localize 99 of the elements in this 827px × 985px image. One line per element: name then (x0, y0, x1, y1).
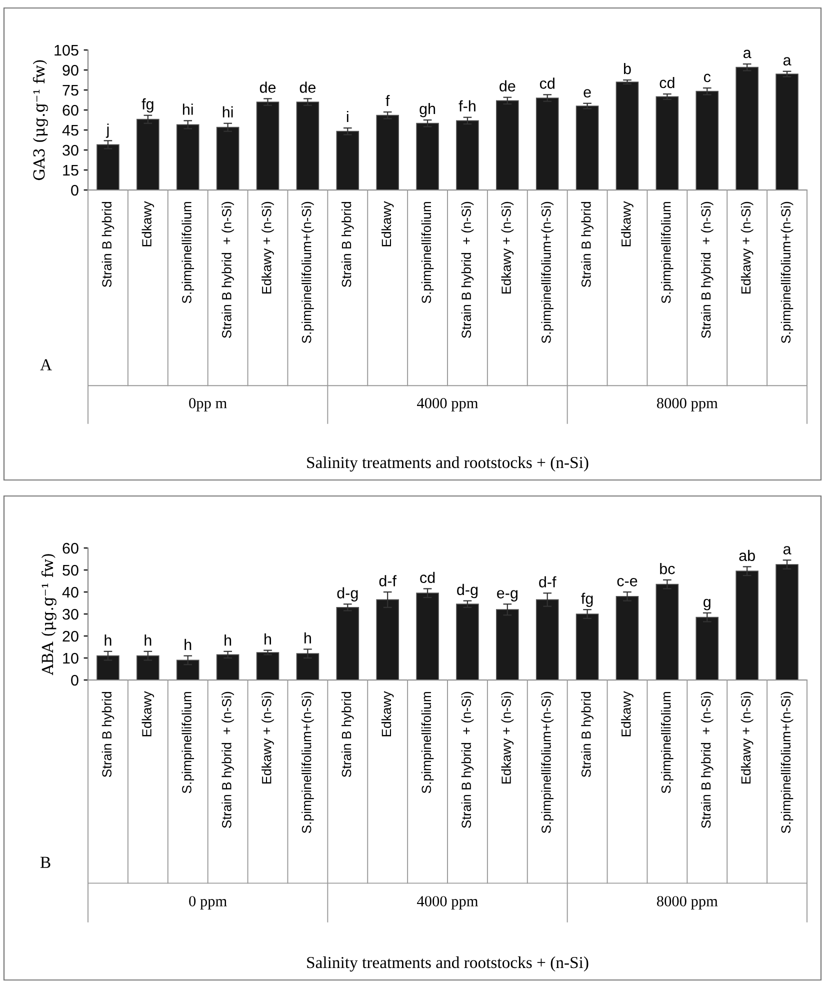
x-tick-label: Strain B hybrid + (n-Si) (222, 202, 234, 338)
data-label: cd (660, 76, 674, 88)
data-label: a (743, 50, 752, 58)
x-tick-label: Strain B hybrid (102, 202, 114, 288)
data-label: h (264, 633, 272, 644)
text: 4000 ppm (417, 896, 478, 910)
data-label: e (584, 89, 591, 98)
data-label: h (104, 634, 112, 646)
x-tick-label: Edkawy (621, 691, 634, 736)
text: 8000 ppm (656, 398, 718, 412)
x-tick-label: S.pimpinellifolium (421, 692, 434, 794)
data-label: hi (222, 106, 233, 118)
x-tick-label: Edkawy + (n-Si) (501, 202, 514, 294)
x-tick-label: Strain B hybrid (102, 692, 114, 778)
data-label: de (300, 82, 316, 93)
y-axis-title: ABA (μg.g⁻¹ fw) (41, 554, 56, 676)
x-tick-label: Edkawy + (n-Si) (262, 202, 274, 294)
y-tick-label: 50 (62, 564, 78, 576)
x-tick-label: Strain B hybrid + (n-Si) (700, 692, 714, 828)
x-tick-label: S.pimpinellifolium (421, 202, 434, 304)
data-label: d-g (337, 587, 358, 602)
x-axis-title: Salinity treatments and rootstocks + (n-Si) (307, 956, 588, 972)
y-tick-label: 15 (63, 165, 78, 176)
x-tick-label: Strain B hybrid + (n-Si) (461, 202, 474, 338)
data-label: j (106, 124, 109, 138)
y-tick-label: 20 (62, 630, 78, 642)
data-label: h (184, 638, 192, 650)
text: 4000 ppm (417, 398, 478, 412)
data-label: c (704, 74, 711, 82)
x-tick-label: Edkawy + (n-Si) (501, 692, 514, 784)
data-label: f (386, 94, 390, 106)
data-label: d-g (457, 584, 478, 598)
x-tick-label: S.pimpinellifolium+(n-Si) (302, 202, 314, 344)
x-axis-title: Salinity treatments and rootstocks + (n-Si) (307, 456, 588, 472)
data-label: a (783, 546, 792, 554)
data-label: g (704, 598, 710, 610)
text: B (40, 856, 50, 868)
data-label: e-g (497, 590, 518, 602)
x-tick-label: S.pimpinellifolium (661, 202, 674, 304)
y-tick-label: 60 (62, 104, 78, 116)
data-label: hi (182, 104, 193, 115)
text: 0 ppm (189, 896, 227, 910)
y-tick-label: 10 (63, 652, 78, 664)
y-tick-label: 90 (62, 64, 78, 76)
text: 0pp m (189, 398, 227, 412)
x-tick-label: Edkawy + (n-Si) (740, 692, 754, 784)
x-tick-label: Strain B hybrid (581, 202, 594, 288)
x-tick-label: Strain B hybrid (341, 692, 354, 778)
y-tick-label: 45 (62, 125, 78, 136)
data-label: h (304, 632, 311, 644)
x-tick-label: Strain B hybrid (581, 692, 594, 778)
y-tick-label: 60 (62, 542, 78, 554)
data-label: de (500, 80, 516, 92)
x-tick-label: Strain B hybrid + (n-Si) (461, 692, 474, 828)
y-tick-label: 30 (62, 144, 78, 156)
y-tick-label: 105 (54, 44, 78, 56)
data-label: cd (420, 572, 435, 584)
data-label: h (144, 634, 152, 646)
x-tick-label: S.pimpinellifolium+(n-Si) (541, 202, 554, 344)
data-label: b (624, 62, 631, 74)
data-label: ab (739, 550, 755, 562)
x-tick-label: S.pimpinellifolium (661, 692, 674, 794)
text: 8000 ppm (656, 896, 718, 910)
data-label: h (224, 634, 232, 646)
x-tick-label: Strain B hybrid + (n-Si) (700, 202, 714, 338)
y-tick-label: 30 (62, 608, 78, 620)
text: A (40, 359, 52, 370)
x-tick-label: S.pimpinellifolium+(n-Si) (780, 692, 794, 834)
x-tick-label: Edkawy (381, 691, 394, 736)
y-tick-label: 75 (62, 85, 78, 96)
data-label: c-e (617, 578, 638, 586)
data-label: bc (660, 563, 675, 574)
y-tick-label: 40 (62, 586, 78, 598)
data-label: de (260, 82, 276, 93)
x-tick-label: S.pimpinellifolium (182, 202, 194, 304)
x-tick-label: Strain B hybrid (341, 202, 354, 288)
data-label: i (346, 110, 348, 122)
x-tick-label: S.pimpinellifolium+(n-Si) (780, 202, 794, 344)
data-label: a (783, 57, 792, 66)
x-tick-label: Edkawy + (n-Si) (740, 202, 754, 294)
data-label: fg (581, 592, 593, 607)
data-label: d-f (539, 576, 556, 588)
x-tick-label: Edkawy (142, 691, 154, 736)
x-tick-label: Strain B hybrid + (n-Si) (222, 692, 234, 828)
data-label: gh (420, 102, 436, 118)
y-tick-label: 0 (71, 674, 78, 686)
data-label: d-f (379, 575, 397, 586)
x-tick-label: Edkawy (621, 201, 634, 246)
data-label: cd (540, 78, 554, 89)
y-axis-title: GA3 (μg.g⁻¹ fw) (32, 60, 48, 180)
x-tick-label: S.pimpinellifolium+(n-Si) (302, 692, 314, 834)
x-tick-label: Edkawy (381, 201, 394, 246)
data-label: f-h (458, 100, 476, 112)
x-tick-label: Edkawy (142, 201, 154, 246)
x-tick-label: S.pimpinellifolium (182, 692, 194, 794)
y-tick-label: 0 (71, 184, 78, 196)
data-label: fg (142, 98, 154, 113)
x-tick-label: Edkawy + (n-Si) (262, 692, 274, 784)
x-tick-label: S.pimpinellifolium+(n-Si) (541, 692, 554, 834)
